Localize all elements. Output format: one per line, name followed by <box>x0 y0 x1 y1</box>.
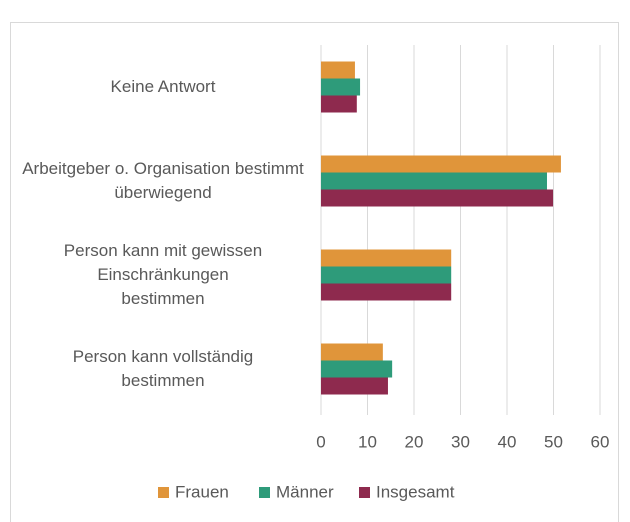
bar <box>321 172 547 190</box>
bar <box>321 249 452 267</box>
bar <box>321 95 357 113</box>
bar <box>321 61 355 79</box>
x-tick-label: 10 <box>358 432 377 451</box>
bar <box>321 343 383 361</box>
x-tick-label: 0 <box>316 432 325 451</box>
legend-swatch <box>158 487 169 498</box>
chart-frame <box>10 22 619 522</box>
category-label: Person kann mit gewissen Einschränkungen… <box>63 241 263 308</box>
x-tick-label: 60 <box>591 432 610 451</box>
bar <box>321 283 452 301</box>
legend-label: Männer <box>276 482 334 501</box>
legend-swatch <box>259 487 270 498</box>
legend-label: Insgesamt <box>376 482 455 501</box>
bar <box>321 360 393 378</box>
x-tick-label: 20 <box>405 432 424 451</box>
bar <box>321 189 554 207</box>
legend-label: Frauen <box>175 482 229 501</box>
bar <box>321 266 452 284</box>
legend-swatch <box>359 487 370 498</box>
category-label: Person kann vollständig bestimmen <box>72 347 254 390</box>
category-label: Keine Antwort <box>110 77 216 96</box>
bar <box>321 155 561 173</box>
x-tick-label: 50 <box>544 432 563 451</box>
bar <box>321 78 361 96</box>
x-tick-label: 40 <box>498 432 517 451</box>
x-tick-label: 30 <box>451 432 470 451</box>
bar <box>321 377 388 395</box>
category-label: Arbeitgeber o. Organisation bestimmt übe… <box>22 159 304 202</box>
